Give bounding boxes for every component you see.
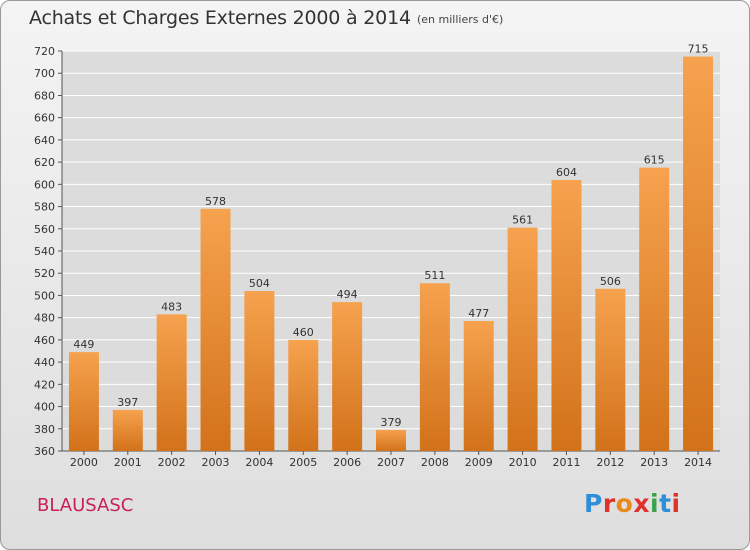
y-tick-label: 380 bbox=[34, 423, 55, 436]
bar-value-label: 397 bbox=[117, 396, 138, 409]
logo-letter: o bbox=[615, 489, 634, 518]
y-tick-label: 440 bbox=[34, 356, 55, 369]
x-tick-label: 2011 bbox=[552, 456, 580, 469]
commune-name: BLAUSASC bbox=[37, 495, 134, 516]
bar-value-label: 604 bbox=[556, 166, 577, 179]
x-tick-label: 2007 bbox=[377, 456, 405, 469]
y-tick-label: 640 bbox=[34, 134, 55, 147]
bar bbox=[551, 179, 582, 451]
proxiti-logo: Proxiti bbox=[584, 489, 681, 518]
bar bbox=[332, 302, 363, 451]
bar bbox=[112, 409, 143, 451]
chart-subtitle: (en milliers d'€) bbox=[417, 13, 504, 26]
bar bbox=[683, 56, 714, 452]
y-tick-label: 660 bbox=[34, 112, 55, 125]
bar-value-label: 494 bbox=[337, 288, 358, 301]
bar-value-label: 511 bbox=[424, 269, 445, 282]
x-tick-label: 2013 bbox=[640, 456, 668, 469]
logo-letter: t bbox=[659, 489, 672, 518]
y-tick-label: 540 bbox=[34, 245, 55, 258]
bar bbox=[376, 429, 406, 451]
x-tick-label: 2004 bbox=[245, 456, 273, 469]
bar bbox=[200, 208, 231, 451]
bar-value-label: 615 bbox=[644, 154, 665, 167]
bar-value-label: 715 bbox=[688, 43, 709, 56]
bar bbox=[463, 321, 494, 451]
x-tick-label: 2012 bbox=[596, 456, 624, 469]
y-tick-label: 500 bbox=[34, 289, 55, 302]
bar bbox=[68, 352, 99, 451]
y-tick-label: 460 bbox=[34, 334, 55, 347]
bar-value-label: 578 bbox=[205, 195, 226, 208]
bar-value-label: 460 bbox=[293, 326, 314, 339]
y-tick-label: 480 bbox=[34, 312, 55, 325]
y-tick-label: 420 bbox=[34, 378, 55, 391]
bar-value-label: 483 bbox=[161, 300, 182, 313]
y-tick-label: 720 bbox=[34, 45, 55, 58]
logo-letter: x bbox=[633, 489, 650, 518]
chart-title: Achats et Charges Externes 2000 à 2014 bbox=[29, 7, 411, 29]
y-tick-label: 600 bbox=[34, 178, 55, 191]
y-tick-label: 360 bbox=[34, 445, 55, 458]
x-tick-label: 2001 bbox=[114, 456, 142, 469]
bar-value-label: 561 bbox=[512, 214, 533, 227]
y-tick-label: 560 bbox=[34, 223, 55, 236]
bar-value-label: 379 bbox=[381, 416, 402, 429]
bar bbox=[156, 314, 187, 451]
logo-letter: P bbox=[584, 489, 603, 518]
bar bbox=[507, 227, 538, 451]
x-tick-label: 2002 bbox=[158, 456, 186, 469]
logo-letter: r bbox=[602, 489, 616, 518]
y-tick-label: 700 bbox=[34, 67, 55, 80]
bar bbox=[639, 167, 670, 451]
logo-letter: i bbox=[671, 489, 681, 518]
bar-value-label: 449 bbox=[73, 338, 94, 351]
bar bbox=[244, 291, 275, 451]
x-tick-label: 2003 bbox=[202, 456, 230, 469]
bar bbox=[595, 288, 626, 451]
logo-letter: i bbox=[650, 489, 660, 518]
bar bbox=[288, 339, 319, 451]
y-tick-label: 580 bbox=[34, 201, 55, 214]
bar-value-label: 506 bbox=[600, 275, 621, 288]
bar bbox=[419, 283, 450, 451]
x-tick-label: 2010 bbox=[509, 456, 537, 469]
y-tick-label: 680 bbox=[34, 89, 55, 102]
bar-value-label: 477 bbox=[468, 307, 489, 320]
x-tick-label: 2008 bbox=[421, 456, 449, 469]
bar-value-label: 504 bbox=[249, 277, 270, 290]
y-tick-label: 520 bbox=[34, 267, 55, 280]
x-tick-label: 2009 bbox=[465, 456, 493, 469]
x-tick-label: 2005 bbox=[289, 456, 317, 469]
x-tick-label: 2014 bbox=[684, 456, 712, 469]
y-tick-label: 620 bbox=[34, 156, 55, 169]
x-tick-label: 2000 bbox=[70, 456, 98, 469]
x-tick-label: 2006 bbox=[333, 456, 361, 469]
y-tick-label: 400 bbox=[34, 401, 55, 414]
